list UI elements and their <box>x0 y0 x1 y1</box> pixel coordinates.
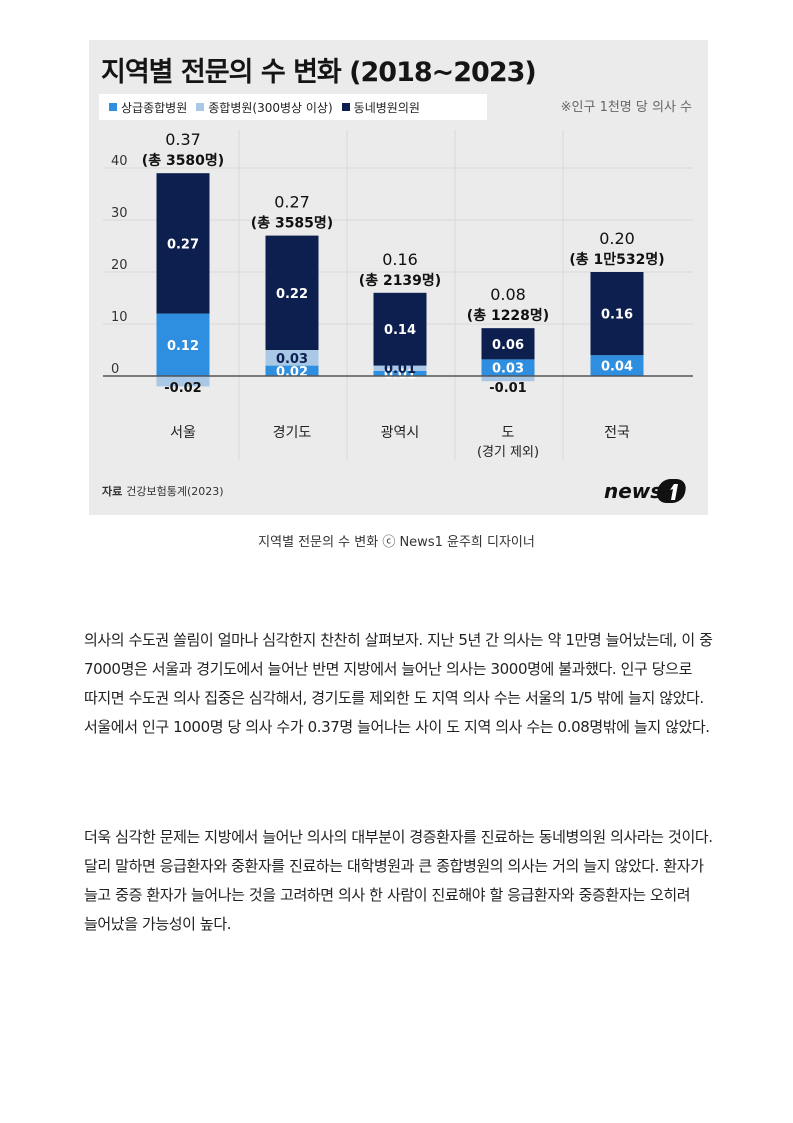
legend-item: 종합병원(300병상 이상) <box>196 99 333 116</box>
legend-swatch <box>341 103 350 111</box>
figure-caption: 지역별 전문의 수 변화 ⓒ News1 윤주희 디자이너 <box>258 535 535 550</box>
total-value-label: 0.08 <box>490 285 526 304</box>
legend-swatch <box>109 103 117 111</box>
segment-value-label: 0.03 <box>276 352 308 367</box>
segment-value-label: 0.03 <box>492 362 524 377</box>
article-paragraph: 의사의 수도권 쏠림이 얼마나 심각한지 찬찬히 살펴보자. 지난 5년 간 의… <box>84 631 713 736</box>
article-paragraph: 더욱 심각한 문제는 지방에서 늘어난 의사의 대부분이 경증환자를 진료하는 … <box>84 828 713 933</box>
bar-segment <box>481 359 535 376</box>
y-tick-label: 10 <box>111 310 128 325</box>
y-tick-label: 0 <box>111 362 119 377</box>
bar-segment <box>156 376 210 387</box>
unit-note: ※인구 1천명 당 의사 수 <box>560 100 692 115</box>
legend-item: 동네병원의원 <box>341 99 420 116</box>
stacked-bar-chart: 0 10 20 30 40 0.12 -0.02 0.27 0.37 (총 3580명) 서울 0.0… <box>103 130 693 460</box>
bar-segment <box>156 173 210 314</box>
segment-value-label: 0.01 <box>384 367 416 382</box>
segment-value-label: 0.16 <box>601 308 633 323</box>
bar-segment <box>590 355 644 376</box>
y-tick-label: 40 <box>111 154 128 169</box>
bar-segment <box>590 272 644 356</box>
total-count-label: (총 3585명) <box>251 215 333 232</box>
segment-value-label: 0.02 <box>276 365 308 380</box>
legend-swatch <box>196 103 205 111</box>
total-value-label: 0.16 <box>382 250 418 269</box>
total-value-label: 0.27 <box>274 193 310 212</box>
segment-value-label: 0.27 <box>167 237 199 252</box>
bar-segment <box>156 313 210 376</box>
legend-item: 상급종합병원 <box>109 99 187 116</box>
source-label: 자료 <box>102 485 123 498</box>
bar-segment <box>265 350 319 366</box>
category-sublabel: (경기 제외) <box>477 445 539 460</box>
category-label: 서울 <box>170 425 196 441</box>
segment-value-label: 0.04 <box>601 360 633 375</box>
category-label: 경기도 <box>273 425 312 441</box>
segment-value-label: -0.02 <box>164 381 201 396</box>
bar-segment <box>265 235 319 350</box>
source-text: 건강보험통계(2023) <box>126 485 224 498</box>
bar-segment <box>481 328 535 360</box>
segment-value-label: 0.01 <box>384 362 416 377</box>
total-count-label: (총 3580명) <box>142 152 224 169</box>
bar-segment <box>265 365 319 376</box>
segment-value-label: 0.06 <box>492 338 524 353</box>
category-label: 도 <box>502 425 515 441</box>
source-line: 자료 건강보험통계(2023) <box>102 483 224 499</box>
total-value-label: 0.37 <box>165 130 201 149</box>
segment-value-label: 0.12 <box>167 339 199 354</box>
chart-title: 지역별 전문의 수 변화 (2018~2023) <box>101 57 537 88</box>
category-label: 전국 <box>604 425 630 441</box>
category-label: 광역시 <box>381 425 420 441</box>
bar-segment <box>373 365 427 371</box>
svg-text:news: news <box>604 479 662 503</box>
total-count-label: (총 2139명) <box>359 272 441 289</box>
segment-value-label: -0.01 <box>489 381 526 396</box>
total-count-label: (총 1만532명) <box>569 251 664 268</box>
legend-label: 상급종합병원 <box>121 100 188 115</box>
legend-label: 종합병원(300병상 이상) <box>208 100 333 115</box>
bar-segment <box>373 370 427 376</box>
y-tick-label: 30 <box>111 206 128 221</box>
total-count-label: (총 1228명) <box>467 307 549 324</box>
segment-value-label: 0.22 <box>276 287 308 302</box>
y-tick-label: 20 <box>111 258 128 273</box>
segment-value-label: 0.14 <box>384 323 416 338</box>
news1-logo: news <box>604 479 686 503</box>
bar-segment <box>481 376 535 382</box>
bar-segment <box>373 292 427 366</box>
chart-legend: 상급종합병원 종합병원(300병상 이상) 동네병원의원 <box>99 94 487 120</box>
legend-label: 동네병원의원 <box>353 100 420 115</box>
total-value-label: 0.20 <box>599 229 635 248</box>
chart-figure: 0 10 20 30 40 0.12 -0.02 0.27 0.37 (총 3580명) 서울 0.0… <box>89 40 708 515</box>
